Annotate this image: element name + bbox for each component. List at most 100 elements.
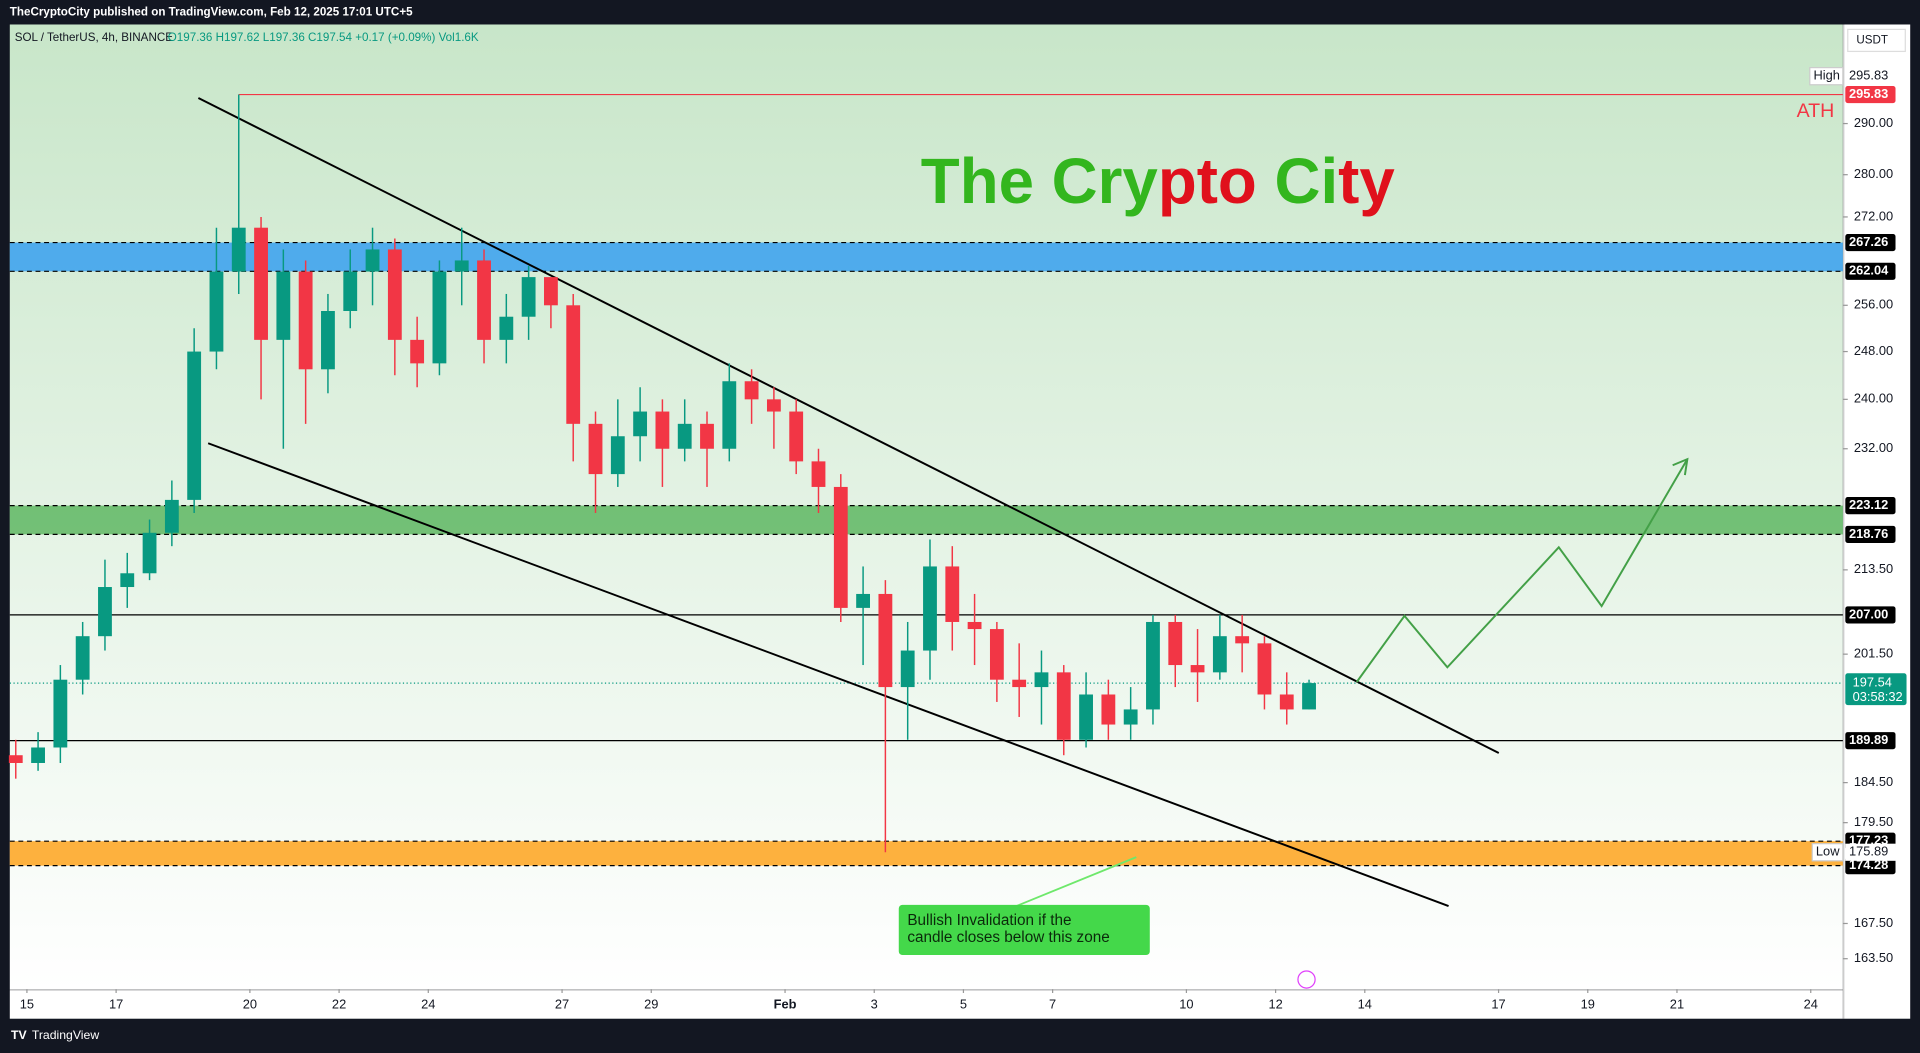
- last-price-box: [1845, 673, 1907, 706]
- price-box: [1845, 85, 1896, 104]
- candle-body: [454, 260, 469, 272]
- zone: [9, 841, 1843, 866]
- x-tick-label: 27: [555, 997, 569, 1012]
- currency-box: [1847, 28, 1906, 53]
- y-tick-label: 248.00: [1854, 343, 1893, 358]
- price-box-label: 267.26: [1849, 234, 1888, 249]
- candle-body: [566, 305, 581, 424]
- candle-body: [1190, 665, 1205, 673]
- x-tick-label: 20: [243, 997, 257, 1012]
- y-tick-label: 167.50: [1854, 915, 1893, 930]
- candle-body: [722, 381, 737, 449]
- candle-body: [53, 679, 68, 748]
- candle-body: [945, 566, 960, 622]
- candle-body: [1012, 679, 1027, 688]
- watermark-part: The Cry: [921, 146, 1159, 217]
- y-tick-label: 184.50: [1854, 774, 1893, 789]
- footer-brand: TradingView: [32, 1028, 99, 1042]
- annotation-text: Bullish Invalidation if the: [907, 912, 1071, 929]
- price-box-label: 207.00: [1849, 606, 1888, 621]
- high-tag: [1809, 67, 1844, 86]
- ohlc-legend: O197.36 H197.62 L197.36 C197.54 +0.17 (+…: [168, 31, 479, 44]
- price-box: [1845, 732, 1896, 750]
- projection-path: [1355, 458, 1689, 683]
- candle-body: [254, 227, 268, 340]
- candle-body: [655, 411, 670, 449]
- price-box: [1845, 497, 1896, 515]
- y-tick-label: 290.00: [1854, 115, 1893, 130]
- zones: The Crypto City: [9, 93, 1843, 867]
- x-tick-label: 21: [1670, 997, 1684, 1012]
- currency: USDT: [1856, 33, 1888, 46]
- high-box-label: 295.83: [1849, 68, 1888, 83]
- low-tag: [1811, 843, 1844, 862]
- high-tag-label: High: [1813, 68, 1839, 83]
- candle-body: [744, 381, 759, 400]
- candle-body: [1079, 694, 1093, 740]
- candle-body: [75, 636, 90, 680]
- candles: [8, 94, 1316, 853]
- event-icon: [1297, 970, 1316, 989]
- y-tick-label: 179.50: [1854, 814, 1893, 829]
- candle-body: [700, 423, 714, 449]
- x-tick-label: 24: [1804, 997, 1818, 1012]
- watermark: The Crypto City: [921, 146, 1396, 217]
- price-box-label: 223.12: [1849, 497, 1888, 512]
- candle-body: [1279, 694, 1294, 710]
- x-tick-label: 12: [1268, 997, 1282, 1012]
- x-tick-label: 24: [421, 997, 435, 1012]
- price-box: [1845, 606, 1896, 624]
- candle-body: [766, 399, 781, 412]
- candle-body: [231, 227, 246, 272]
- low-box-label: 175.89: [1849, 844, 1888, 859]
- candle-body: [98, 587, 112, 637]
- x-tick-label: 22: [332, 997, 346, 1012]
- x-tick-label: 3: [871, 997, 878, 1012]
- price-box: [1845, 857, 1896, 875]
- price-box-label: 262.04: [1849, 263, 1889, 278]
- candle-body: [410, 339, 425, 364]
- projection-arrow: [1672, 457, 1689, 476]
- zone: [9, 505, 1843, 535]
- candle-body: [1257, 643, 1272, 695]
- candle-body: [878, 593, 893, 688]
- x-tick-label: 14: [1358, 997, 1372, 1012]
- low-box: [1845, 843, 1896, 861]
- candle-body: [276, 271, 291, 340]
- x-tick-label: 17: [109, 997, 123, 1012]
- footer-logo: TV: [11, 1028, 27, 1042]
- candle-body: [477, 260, 491, 340]
- candle-body: [588, 423, 603, 475]
- candle-body: [432, 271, 447, 364]
- axis-labels: 163.50 167.50 179.50 184.50 201.50 213.50 232.…: [20, 67, 1907, 1012]
- x-tick-label: 19: [1581, 997, 1595, 1012]
- candle-body: [387, 249, 402, 340]
- x-tick-label: Feb: [774, 997, 797, 1012]
- x-tick-label: 7: [1049, 997, 1056, 1012]
- zone: [9, 242, 1843, 272]
- candle-body: [811, 461, 826, 487]
- y-tick-label: 201.50: [1854, 646, 1893, 661]
- candle-body: [1123, 709, 1138, 725]
- x-tick-label: 15: [20, 997, 34, 1012]
- trendline-upper: [197, 97, 1500, 754]
- symbol: SOL / TetherUS, 4h, BINANCE: [15, 31, 174, 44]
- watermark-part: Ci: [1257, 146, 1338, 217]
- candle-body: [321, 310, 335, 370]
- candle-body: [677, 423, 692, 449]
- candle-body: [923, 566, 937, 651]
- candle-body: [142, 532, 157, 574]
- candle-body: [209, 271, 224, 352]
- candle-body: [989, 629, 1004, 680]
- watermark-part: ty: [1338, 146, 1395, 217]
- ath-label: ATH: [1797, 100, 1835, 122]
- candle-body: [900, 650, 915, 688]
- candle-body: [120, 573, 135, 588]
- candle-body: [365, 249, 380, 272]
- x-tick-label: 10: [1179, 997, 1193, 1012]
- price-box: [1845, 262, 1896, 280]
- price-box-label: 295.83: [1849, 86, 1888, 101]
- candle-body: [1101, 694, 1116, 725]
